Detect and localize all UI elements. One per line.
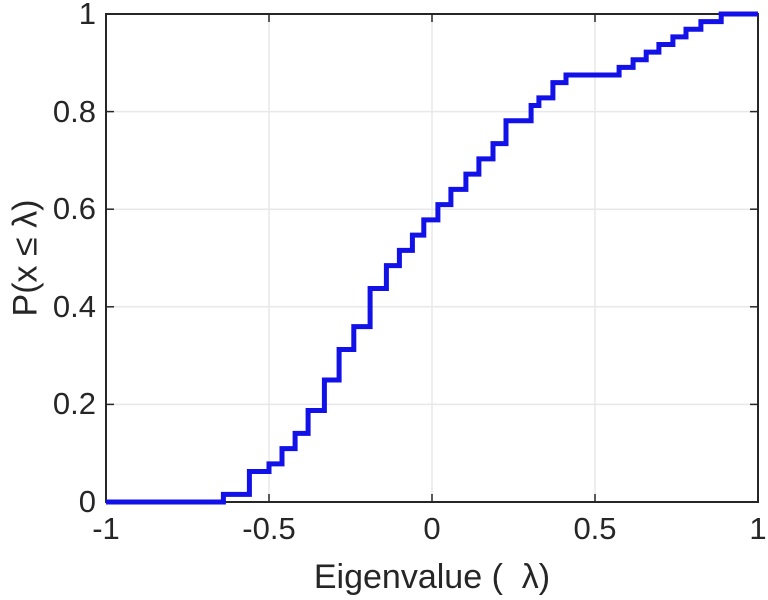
x-tick-label: -0.5 bbox=[242, 511, 296, 546]
y-tick-label: 1 bbox=[78, 0, 96, 31]
plot-box bbox=[105, 13, 759, 503]
ecdf-curve bbox=[106, 11, 758, 505]
y-tick-label: 0.4 bbox=[52, 288, 96, 324]
x-axis-label: Eigenvalue ( λ) bbox=[313, 558, 551, 596]
y-tick-label: 0.6 bbox=[52, 191, 96, 227]
x-tick-label: 1 bbox=[749, 511, 767, 546]
y-tick-label: 0 bbox=[78, 484, 96, 519]
x-tick-label: 0.5 bbox=[573, 511, 617, 546]
y-axis-label: P(x ≤ λ) bbox=[6, 199, 45, 317]
gridlines bbox=[106, 14, 758, 502]
x-tick-label: 0 bbox=[423, 511, 441, 546]
y-tick-label: 0.2 bbox=[52, 386, 96, 422]
x-tick-label: -1 bbox=[92, 511, 120, 546]
y-tick-label: 0.8 bbox=[52, 93, 96, 129]
